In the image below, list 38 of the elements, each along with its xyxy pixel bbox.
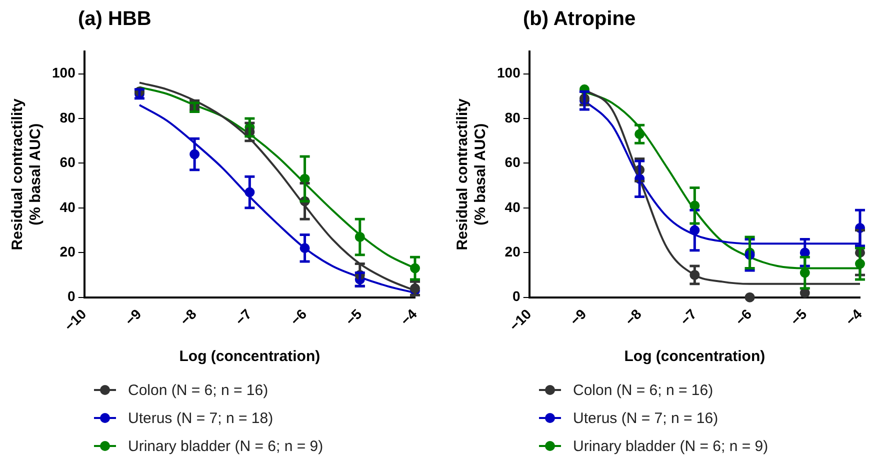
legend-label: Urinary bladder (N = 6; n = 9) xyxy=(573,438,768,454)
y-tick-label: 40 xyxy=(504,198,521,215)
y-tick-label: 60 xyxy=(504,154,521,170)
y-tick-label: 0 xyxy=(512,288,521,304)
y-tick-label: 80 xyxy=(60,109,76,126)
x-tick-label: −10 xyxy=(506,306,534,334)
y-tick-label: 20 xyxy=(504,243,521,260)
x-tick-label: −4 xyxy=(842,306,865,328)
x-tick-label: −5 xyxy=(342,306,365,328)
y-tick-label: 100 xyxy=(497,64,521,81)
y-tick-label: 100 xyxy=(52,64,76,81)
x-tick-label: −8 xyxy=(622,306,645,328)
legend-label: Colon (N = 6; n = 16) xyxy=(128,382,268,398)
x-axis-title: Log (concentration) xyxy=(624,348,766,366)
x-tick-label: −10 xyxy=(61,306,90,334)
x-tick-label: −5 xyxy=(787,306,810,328)
legend-label: Uterus (N = 7; n = 18) xyxy=(128,410,274,426)
x-tick-label: −6 xyxy=(732,306,755,328)
y-tick-label: 0 xyxy=(68,288,76,304)
x-axis-title: Log (concentration) xyxy=(179,348,320,366)
y-tick-label: 80 xyxy=(504,109,521,126)
y-tick-label: 60 xyxy=(60,154,76,170)
x-tick-label: −4 xyxy=(397,306,420,328)
x-tick-label: −8 xyxy=(176,306,200,328)
legend-label: Colon (N = 6; n = 16) xyxy=(573,382,714,398)
x-tick-label: −9 xyxy=(566,306,590,328)
legend-label: Uterus (N = 7; n = 16) xyxy=(573,410,718,426)
y-tick-label: 40 xyxy=(60,198,76,215)
chart-title: (a) HBB xyxy=(78,8,152,31)
chart-title: (b) Atropine xyxy=(523,8,636,31)
y-tick-label: 20 xyxy=(60,243,76,260)
x-tick-label: −9 xyxy=(122,306,144,328)
y-axis-title: Residual contractility (% basal AUC) xyxy=(454,98,490,250)
x-tick-label: −6 xyxy=(287,306,310,328)
y-axis-title: Residual contractility (% basal AUC) xyxy=(9,98,44,250)
x-tick-label: −7 xyxy=(232,306,255,328)
x-tick-label: −7 xyxy=(676,306,700,328)
legend-label: Urinary bladder (N = 6; n = 9) xyxy=(128,438,324,454)
